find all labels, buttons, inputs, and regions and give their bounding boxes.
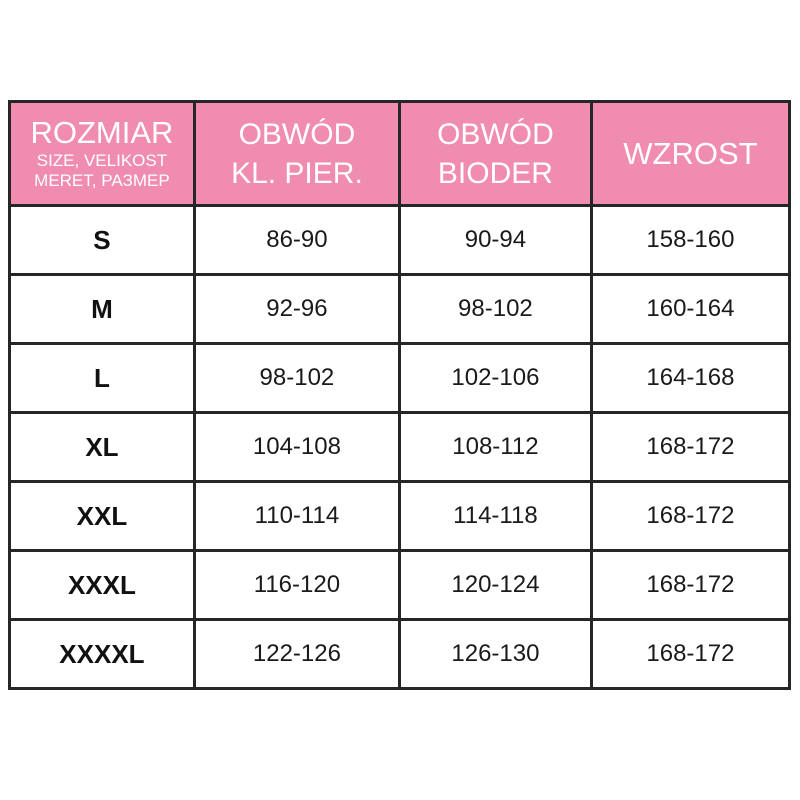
header-hips-column: OBWÓD BIODER (397, 100, 593, 207)
size-cell: XXXXL (8, 618, 196, 690)
hips-cell: 114-118 (397, 480, 593, 552)
hips-cell: 102-106 (397, 342, 593, 414)
header-size-column: ROZMIAR SIZE, VELIKOST MERET, РАЗМЕР (8, 100, 196, 207)
hips-cell: 108-112 (397, 411, 593, 483)
table-row-l: L 98-102 102-106 164-168 (8, 342, 792, 414)
hips-cell: 98-102 (397, 273, 593, 345)
table-row-m: M 92-96 98-102 160-164 (8, 273, 792, 345)
header-size-sub2: MERET, РАЗМЕР (34, 171, 170, 191)
chest-cell: 110-114 (192, 480, 401, 552)
chest-cell: 116-120 (192, 549, 401, 621)
size-cell: XXL (8, 480, 196, 552)
chest-cell: 122-126 (192, 618, 401, 690)
chest-cell: 92-96 (192, 273, 401, 345)
hips-cell: 120-124 (397, 549, 593, 621)
table-row-xxxl: XXXL 116-120 120-124 168-172 (8, 549, 792, 621)
table-row-xl: XL 104-108 108-112 168-172 (8, 411, 792, 483)
size-cell: L (8, 342, 196, 414)
header-hips-line1: OBWÓD (437, 117, 554, 151)
header-height-column: WZROST (589, 100, 792, 207)
size-cell: XL (8, 411, 196, 483)
hips-cell: 90-94 (397, 204, 593, 276)
height-cell: 168-172 (589, 480, 792, 552)
height-cell: 160-164 (589, 273, 792, 345)
header-chest-line2: KL. PIER. (231, 156, 363, 190)
height-cell: 168-172 (589, 549, 792, 621)
header-hips-line2: BIODER (437, 156, 553, 190)
header-chest-column: OBWÓD KL. PIER. (192, 100, 401, 207)
size-cell: XXXL (8, 549, 196, 621)
size-cell: S (8, 204, 196, 276)
table-row-xxl: XXL 110-114 114-118 168-172 (8, 480, 792, 552)
height-cell: 164-168 (589, 342, 792, 414)
height-cell: 158-160 (589, 204, 792, 276)
table-header-row: ROZMIAR SIZE, VELIKOST MERET, РАЗМЕР OBW… (8, 100, 792, 207)
chest-cell: 98-102 (192, 342, 401, 414)
size-cell: M (8, 273, 196, 345)
header-height-title: WZROST (623, 135, 758, 171)
table-row-s: S 86-90 90-94 158-160 (8, 204, 792, 276)
table-row-xxxxl: XXXXL 122-126 126-130 168-172 (8, 618, 792, 690)
height-cell: 168-172 (589, 411, 792, 483)
height-cell: 168-172 (589, 618, 792, 690)
header-size-sub1: SIZE, VELIKOST (36, 150, 168, 170)
header-chest-line1: OBWÓD (238, 117, 356, 151)
chest-cell: 104-108 (192, 411, 401, 483)
chest-cell: 86-90 (192, 204, 401, 276)
size-chart-table: ROZMIAR SIZE, VELIKOST MERET, РАЗМЕР OBW… (8, 100, 792, 690)
header-size-title: ROZMIAR (30, 115, 174, 151)
hips-cell: 126-130 (397, 618, 593, 690)
